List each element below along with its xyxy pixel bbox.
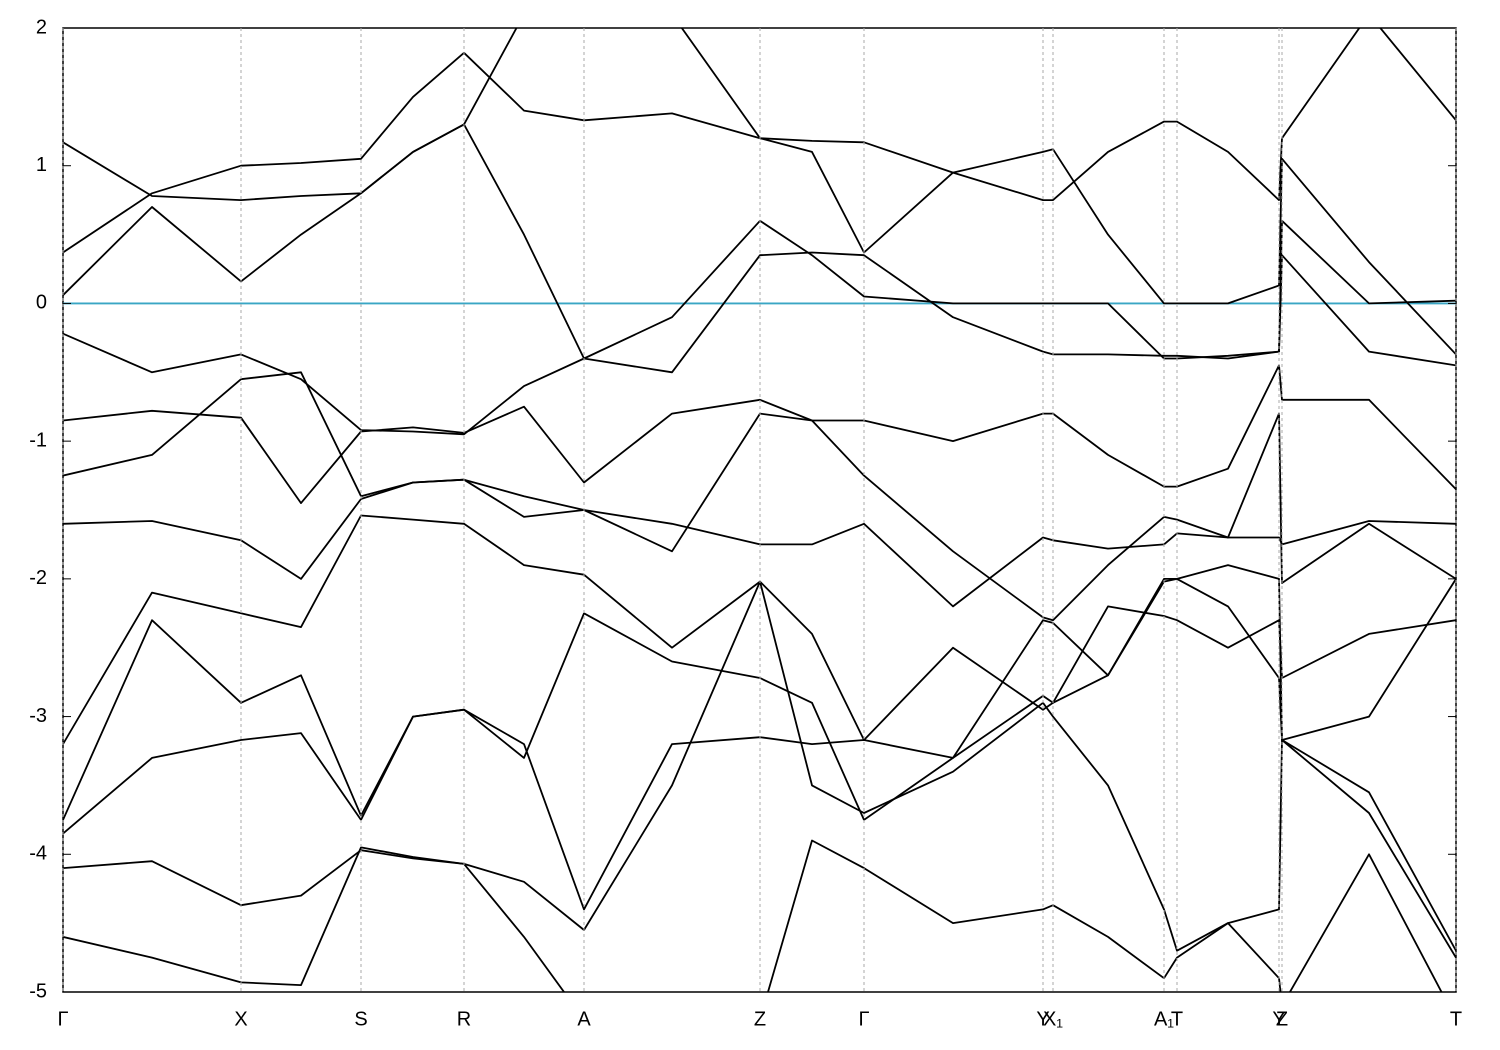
- y-tick-label: 2: [36, 16, 47, 38]
- x-tick-label: Y: [1272, 1008, 1285, 1030]
- band-line: [63, 412, 1456, 622]
- y-tick-label: 0: [36, 292, 47, 314]
- band-line: [63, 371, 1456, 608]
- x-tick-label: X₁: [1043, 1008, 1063, 1030]
- band-line: [63, 123, 1456, 360]
- y-tick-label: -2: [29, 567, 47, 589]
- x-tick-label: Y: [1036, 1008, 1049, 1030]
- y-tick-label: 1: [36, 154, 47, 176]
- bands: [63, 28, 1456, 992]
- x-tick-label: A₁: [1154, 1008, 1174, 1030]
- x-tick-label: Γ: [57, 1008, 68, 1030]
- y-tick-label: -1: [29, 429, 47, 451]
- x-tick-label: T: [1171, 1008, 1183, 1030]
- band-line: [63, 514, 1456, 745]
- x-tick-label: Z: [1276, 1008, 1288, 1030]
- y-tick-label: -3: [29, 705, 47, 727]
- band-line: [63, 364, 1456, 504]
- y-tick-label: -4: [29, 843, 47, 865]
- band-line: [63, 251, 1456, 436]
- band-line: [63, 580, 1456, 959]
- x-tick-label: Γ: [858, 1008, 869, 1030]
- x-tick-label: S: [354, 1008, 367, 1030]
- x-tick-label: R: [457, 1008, 471, 1030]
- band-line: [63, 578, 1456, 821]
- x-tick-label: Z: [754, 1008, 766, 1030]
- band-line: [63, 51, 1456, 356]
- x-tick-label: A: [577, 1008, 591, 1030]
- band-line: [63, 564, 1456, 952]
- x-tick-label: X: [234, 1008, 247, 1030]
- band-line: [63, 839, 1443, 992]
- y-tick-label: -5: [29, 980, 47, 1002]
- x-tick-label: T: [1450, 1008, 1462, 1030]
- band-line: [63, 28, 1456, 201]
